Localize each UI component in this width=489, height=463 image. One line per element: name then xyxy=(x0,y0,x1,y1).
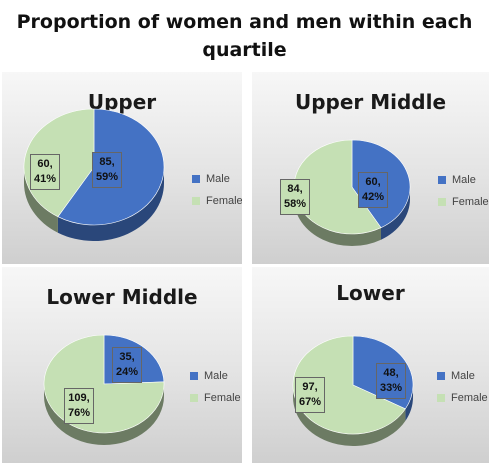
legend-label: Male xyxy=(452,174,476,186)
legend-item-male: Male xyxy=(192,168,242,190)
pie-legend: Male Female xyxy=(190,365,241,409)
legend-label: Male xyxy=(451,370,475,382)
pie-title: Upper Middle xyxy=(294,90,447,114)
chart-main-title: Proportion of women and men within each … xyxy=(16,11,473,61)
legend-label: Male xyxy=(206,173,230,185)
legend-label: Female xyxy=(452,196,489,208)
legend-item-female: Female xyxy=(190,387,241,409)
pie-panel-3: Lower Middle 35, 24% 109, 76% Male Female xyxy=(2,267,242,463)
data-label-male: 35, 24% xyxy=(112,347,143,383)
legend-swatch xyxy=(192,197,200,205)
legend-item-male: Male xyxy=(190,365,241,387)
pie-legend: Male Female xyxy=(437,365,488,409)
pie-title: Lower xyxy=(336,281,405,305)
pie-panel-4: Lower 48, 33% 97, 67% Male Female xyxy=(252,267,489,463)
legend-item-female: Female xyxy=(437,387,488,409)
data-label-male: 60, 42% xyxy=(358,172,389,208)
pie-legend: Male Female xyxy=(438,169,489,213)
legend-label: Female xyxy=(206,195,242,207)
pie-slice-side-female xyxy=(293,385,406,446)
pie-legend: Male Female xyxy=(192,168,242,212)
pie-slice-side-male xyxy=(405,385,413,421)
pie-title: Lower Middle xyxy=(46,285,198,309)
legend-swatch xyxy=(437,394,445,402)
legend-item-male: Male xyxy=(437,365,488,387)
legend-item-male: Male xyxy=(438,169,489,191)
legend-label: Female xyxy=(204,392,241,404)
data-label-female: 97, 67% xyxy=(295,377,326,413)
legend-swatch xyxy=(437,372,445,380)
legend-item-female: Female xyxy=(438,191,489,213)
legend-swatch xyxy=(190,372,198,380)
legend-item-female: Female xyxy=(192,190,242,212)
data-label-female: 84, 58% xyxy=(280,179,311,215)
pie-slice-side-female xyxy=(24,167,58,233)
legend-swatch xyxy=(438,176,446,184)
pie-slice-side-male xyxy=(57,167,165,241)
data-label-male: 85, 59% xyxy=(92,152,123,188)
pie-chart-svg xyxy=(293,139,411,247)
data-label-female: 109, 76% xyxy=(64,388,95,424)
pie-slice-side-female xyxy=(294,187,381,247)
pie-slice-side-male xyxy=(381,187,410,240)
pie-slice-side-female xyxy=(44,384,164,445)
pie-panel-2: Upper Middle 60, 42% 84, 58% Male Female xyxy=(252,72,489,264)
data-label-male: 48, 33% xyxy=(376,363,407,399)
legend-swatch xyxy=(190,394,198,402)
pie-panel-1: Upper 85, 59% 60, 41% Male Female xyxy=(2,72,242,264)
legend-label: Male xyxy=(204,370,228,382)
data-label-female: 60, 41% xyxy=(30,154,61,190)
legend-swatch xyxy=(192,175,200,183)
legend-swatch xyxy=(438,198,446,206)
legend-label: Female xyxy=(451,392,488,404)
